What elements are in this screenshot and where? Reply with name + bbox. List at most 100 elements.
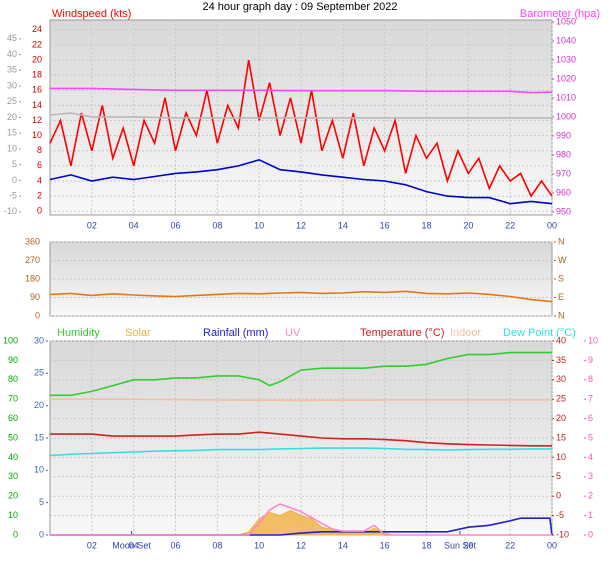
y4-tick-label: 1 bbox=[588, 510, 593, 520]
y2-tick-label: 1000 bbox=[556, 111, 576, 121]
x-tick-label: 06 bbox=[170, 540, 180, 550]
y3-tick-label: -10 bbox=[4, 206, 17, 216]
y3-tick-label: 20 bbox=[7, 112, 17, 122]
y3-tick-label: 15 bbox=[7, 128, 17, 138]
y4-tick-label: 4 bbox=[588, 452, 593, 462]
y2-tick-label: -10 bbox=[556, 529, 569, 539]
y2-tick-label: 980 bbox=[556, 149, 571, 159]
y4-tick-label: 9 bbox=[588, 355, 593, 365]
line bbox=[49, 290, 553, 303]
y2-tick-label: 0 bbox=[556, 491, 561, 501]
line bbox=[49, 447, 552, 457]
y2-tick-label: -5 bbox=[556, 510, 564, 520]
y2-tick-label: 20 bbox=[556, 413, 566, 423]
x-tick-label: 10 bbox=[254, 540, 264, 550]
x-tick-label: 02 bbox=[87, 220, 97, 230]
plot-background bbox=[49, 241, 553, 317]
line bbox=[50, 351, 552, 397]
y2-tick-label: 10 bbox=[556, 452, 566, 462]
legend-label: Dew Point (°C) bbox=[503, 327, 576, 339]
y2-tick-label: 1040 bbox=[556, 35, 576, 45]
y4-tick-label: 0 bbox=[588, 529, 593, 539]
x-tick-label: 04 bbox=[129, 540, 139, 550]
y-tick-label: 10 bbox=[8, 510, 18, 520]
legend-label: Indoor bbox=[450, 327, 482, 339]
line bbox=[49, 59, 553, 198]
y2-tick-label: E bbox=[558, 292, 564, 302]
y2-tick-label: 1010 bbox=[556, 92, 576, 102]
y-tick-label: 70 bbox=[8, 394, 18, 404]
y-tick-label: 2 bbox=[37, 190, 42, 200]
x-tick-label: 10 bbox=[254, 220, 264, 230]
legend-label: UV bbox=[285, 327, 301, 339]
y-tick-label: 18 bbox=[32, 70, 42, 80]
y-tick-label: 10 bbox=[32, 130, 42, 140]
y-tick-label: 24 bbox=[32, 24, 42, 34]
y3-tick-label: 10 bbox=[7, 143, 17, 153]
x-tick-label: 04 bbox=[129, 220, 139, 230]
y3-tick-label: 35 bbox=[7, 65, 17, 75]
x-tick-label: 14 bbox=[338, 220, 348, 230]
y3-tick-label: 5 bbox=[12, 159, 17, 169]
legend-label: Temperature (°C) bbox=[360, 327, 444, 339]
x-tick-label: 16 bbox=[380, 540, 390, 550]
annotation: Moon Set bbox=[112, 540, 151, 550]
y-tick-label: 20 bbox=[8, 491, 18, 501]
x-tick-label: 22 bbox=[505, 220, 515, 230]
y3-tick-label: 30 bbox=[34, 335, 44, 345]
legend-label: Humidity bbox=[57, 327, 100, 339]
y2-tick-label: W bbox=[558, 255, 567, 265]
x-tick-label: 20 bbox=[463, 540, 473, 550]
y-tick-label: 20 bbox=[32, 54, 42, 64]
y-tick-label: 6 bbox=[37, 160, 42, 170]
y-tick-label: 22 bbox=[32, 39, 42, 49]
line bbox=[50, 517, 553, 536]
y-tick-label: 8 bbox=[37, 145, 42, 155]
y3-tick-label: 20 bbox=[34, 400, 44, 410]
x-tick-label: 18 bbox=[421, 220, 431, 230]
y2-tick-label: 950 bbox=[556, 206, 571, 216]
y3-tick-label: 40 bbox=[7, 49, 17, 59]
x-tick-label: 16 bbox=[380, 220, 390, 230]
line bbox=[50, 431, 552, 447]
y-tick-label: 0 bbox=[37, 206, 42, 216]
y-tick-label: 80 bbox=[8, 374, 18, 384]
y-tick-label: 180 bbox=[25, 273, 40, 283]
y-tick-label: 0 bbox=[13, 529, 18, 539]
y-tick-label: 0 bbox=[35, 310, 40, 320]
y-tick-label: 360 bbox=[25, 236, 40, 246]
y4-tick-label: 10 bbox=[588, 335, 598, 345]
y2-tick-label: 25 bbox=[556, 394, 566, 404]
y-tick-label: 90 bbox=[30, 292, 40, 302]
y2-tick-label: N bbox=[558, 310, 565, 320]
y-tick-label: 16 bbox=[32, 85, 42, 95]
y3-tick-label: 5 bbox=[39, 497, 44, 507]
line bbox=[50, 503, 552, 536]
y3-tick-label: 0 bbox=[39, 529, 44, 539]
x-tick-label: 08 bbox=[212, 540, 222, 550]
y2-tick-label: 40 bbox=[556, 335, 566, 345]
y2-tick-label: 970 bbox=[556, 168, 571, 178]
legend-label: Solar bbox=[125, 327, 151, 339]
y-tick-label: 14 bbox=[32, 100, 42, 110]
area bbox=[50, 509, 552, 536]
y3-tick-label: 10 bbox=[34, 465, 44, 475]
x-tick-label: 14 bbox=[338, 540, 348, 550]
y4-tick-label: 6 bbox=[588, 413, 593, 423]
y2-tick-label: 30 bbox=[556, 374, 566, 384]
line bbox=[50, 398, 552, 402]
legend-label: Barometer (hpa) bbox=[520, 8, 600, 20]
legend-label: Rainfall (mm) bbox=[203, 327, 268, 339]
legend-label: Windspeed (kts) bbox=[52, 8, 131, 20]
y-tick-label: 100 bbox=[3, 335, 18, 345]
y3-tick-label: 25 bbox=[34, 368, 44, 378]
x-tick-label: 18 bbox=[421, 540, 431, 550]
y-tick-label: 60 bbox=[8, 413, 18, 423]
chart-title: 24 hour graph day : 09 September 2022 bbox=[202, 1, 397, 13]
x-tick-label: 00 bbox=[547, 220, 557, 230]
y2-tick-label: S bbox=[558, 273, 564, 283]
y2-tick-label: N bbox=[558, 236, 565, 246]
y3-tick-label: -5 bbox=[9, 191, 17, 201]
x-tick-label: 02 bbox=[87, 540, 97, 550]
line bbox=[49, 112, 552, 119]
